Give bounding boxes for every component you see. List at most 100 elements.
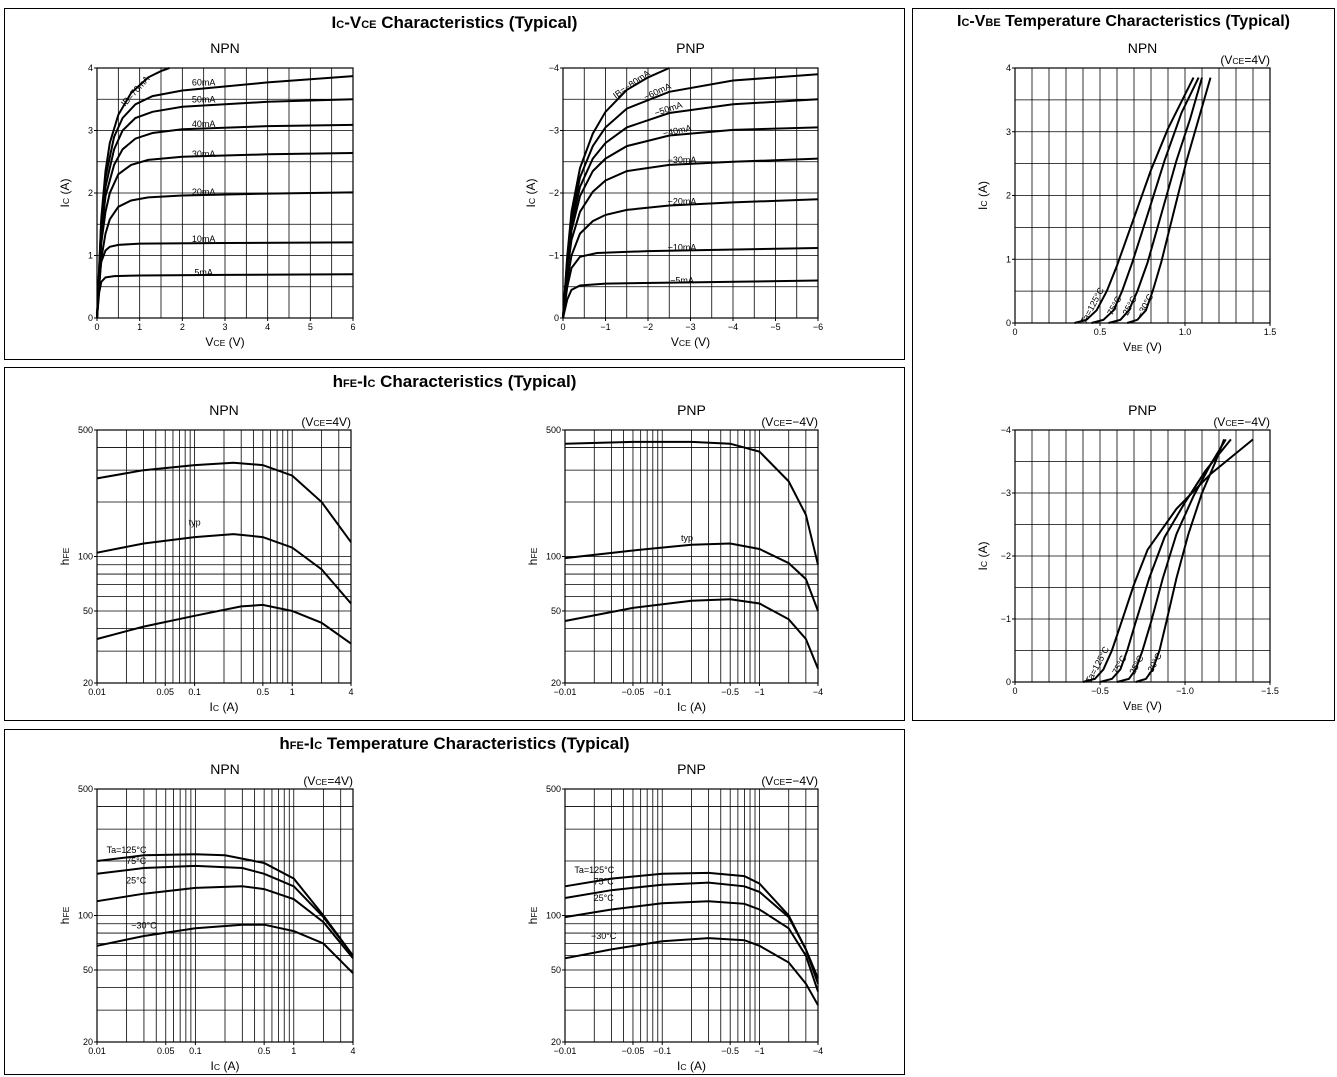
series-line: [96, 67, 170, 319]
chart-condition: (VCE=−4V): [761, 415, 818, 429]
chart-subtitle: NPN: [209, 402, 239, 418]
y-axis-label: IC (A): [524, 179, 538, 208]
y-axis-label: hFE: [526, 547, 540, 565]
chart-subtitle: PNP: [676, 40, 705, 56]
x-axis-label: VCE (V): [205, 335, 244, 349]
x-tick-label: 0.01: [88, 687, 106, 697]
x-tick-label: 0: [560, 322, 565, 332]
y-tick-label: 500: [78, 425, 93, 435]
y-tick-label: 20: [83, 1037, 93, 1047]
x-tick-label: 0.5: [1094, 327, 1107, 337]
x-axis-label: IC (A): [677, 1059, 706, 1073]
x-tick-label: −6: [813, 322, 823, 332]
chart-condition: (VCE=4V): [1220, 53, 1270, 67]
x-tick-label: 1: [291, 1046, 296, 1056]
panel-ic-vbe-temperature: IC-VBE Temperature Characteristics (Typi…: [912, 8, 1335, 721]
series-line: [564, 900, 819, 992]
x-tick-label: 0.5: [257, 687, 270, 697]
series-label: 25°C: [126, 876, 147, 886]
y-tick-label: 500: [546, 784, 561, 794]
series-label: typ: [681, 533, 693, 543]
y-tick-label: 0: [1006, 677, 1011, 687]
series-label: −30°C: [1143, 651, 1164, 679]
y-tick-label: 50: [551, 606, 561, 616]
y-tick-label: 0: [88, 313, 93, 323]
y-tick-label: 50: [551, 965, 561, 975]
y-axis-label: IC (A): [58, 179, 72, 208]
x-tick-label: 0.05: [156, 687, 174, 697]
y-axis-label: hFE: [58, 547, 72, 565]
x-tick-label: −0.5: [721, 687, 739, 697]
y-tick-label: 100: [78, 552, 93, 562]
x-tick-label: −0.5: [721, 1046, 739, 1056]
series-line: [96, 191, 354, 319]
series-label: 40mA: [192, 119, 216, 129]
x-tick-label: −1: [754, 1046, 764, 1056]
y-tick-label: −3: [1001, 488, 1011, 498]
y-tick-label: −1: [1001, 614, 1011, 624]
series-label: −5mA: [670, 276, 694, 286]
series-label: 20mA: [192, 187, 216, 197]
chart-vbe_pnp: 0 −0.5 −1.0 −1.5 0 −1 −2 −3 −4 PNP (VCE=−4V) VBE (V…: [976, 402, 1279, 713]
series-label: −30°C: [131, 920, 157, 930]
x-axis-label: IC (A): [211, 1059, 240, 1073]
chart-vce_npn: 0 1 2 3 4 5 6 0 1 2 3 4 NPN VCE (V) IC (A) 5mA 10mA 20mA 3…: [58, 40, 356, 349]
y-tick-label: 0: [1006, 318, 1011, 328]
y-tick-label: −4: [549, 63, 559, 73]
series-line: [1082, 438, 1254, 683]
x-tick-label: −2: [643, 322, 653, 332]
y-tick-label: 2: [88, 188, 93, 198]
y-tick-label: 3: [1006, 127, 1011, 137]
series-label: −20mA: [668, 196, 697, 206]
x-axis-label: VBE (V): [1123, 699, 1162, 713]
series-line: [1116, 438, 1227, 683]
series-line: [96, 152, 354, 319]
x-tick-label: 4: [348, 687, 353, 697]
y-tick-label: −2: [549, 188, 559, 198]
chart-hfet_pnp: −0.01 −0.05 −0.1 −0.5 −1 −4 20 50 100 500 PNP (VCE=…: [526, 761, 823, 1073]
y-tick-label: 100: [546, 911, 561, 921]
y-axis-label: hFE: [526, 906, 540, 924]
y-tick-label: 20: [551, 1037, 561, 1047]
x-tick-label: 5: [308, 322, 313, 332]
series-line: [1126, 77, 1212, 324]
series-label: −30°C: [1135, 292, 1156, 320]
series-label: −10mA: [668, 243, 697, 253]
x-tick-label: −0.1: [653, 687, 671, 697]
x-tick-label: −1: [600, 322, 610, 332]
series-label: 75°C: [594, 877, 615, 887]
y-tick-label: 4: [88, 63, 93, 73]
x-tick-label: 0.5: [258, 1046, 271, 1056]
x-tick-label: −3: [685, 322, 695, 332]
x-axis-label: IC (A): [210, 700, 239, 714]
x-tick-label: −0.05: [622, 687, 645, 697]
series-line: [564, 937, 819, 1006]
series-line: [564, 542, 819, 612]
chart-condition: (VCE=4V): [301, 415, 351, 429]
panel-title-ic-vce: IC-VCE Characteristics (Typical): [331, 13, 578, 32]
x-tick-label: 4: [350, 1046, 355, 1056]
series-line: [564, 440, 819, 566]
chart-hfe_npn: 0.01 0.05 0.1 0.5 1 4 20 50 100 500 NPN (VCE=4V) IC …: [58, 402, 354, 714]
series-line: [562, 198, 819, 319]
panel-title-ic-vbe-temperature: IC-VBE Temperature Characteristics (Typi…: [957, 13, 1290, 30]
y-tick-label: 500: [78, 784, 93, 794]
y-axis-label: IC (A): [976, 181, 990, 210]
series-label: Ta=125°C: [574, 865, 614, 875]
y-tick-label: 500: [546, 425, 561, 435]
series-label: typ: [189, 518, 201, 528]
series-label: −30mA: [668, 155, 697, 165]
x-axis-label: IC (A): [677, 700, 706, 714]
y-tick-label: −4: [1001, 425, 1011, 435]
series-label: 5mA: [194, 268, 213, 278]
chart-vce_pnp: 0 −1 −2 −3 −4 −5 −6 0 −1 −2 −3 −4 PNP VCE (V) IC (A) −5…: [524, 40, 823, 349]
x-tick-label: 1.0: [1179, 327, 1192, 337]
series-label: −30°C: [591, 931, 617, 941]
y-tick-label: −2: [1001, 551, 1011, 561]
chart-subtitle: PNP: [1128, 402, 1157, 418]
series-label: 75°C: [126, 856, 147, 866]
y-tick-label: 100: [546, 552, 561, 562]
chart-condition: (VCE=−4V): [761, 774, 818, 788]
chart-subtitle: NPN: [210, 40, 240, 56]
panel-title-hfe-ic: hFE-IC Characteristics (Typical): [332, 372, 577, 391]
